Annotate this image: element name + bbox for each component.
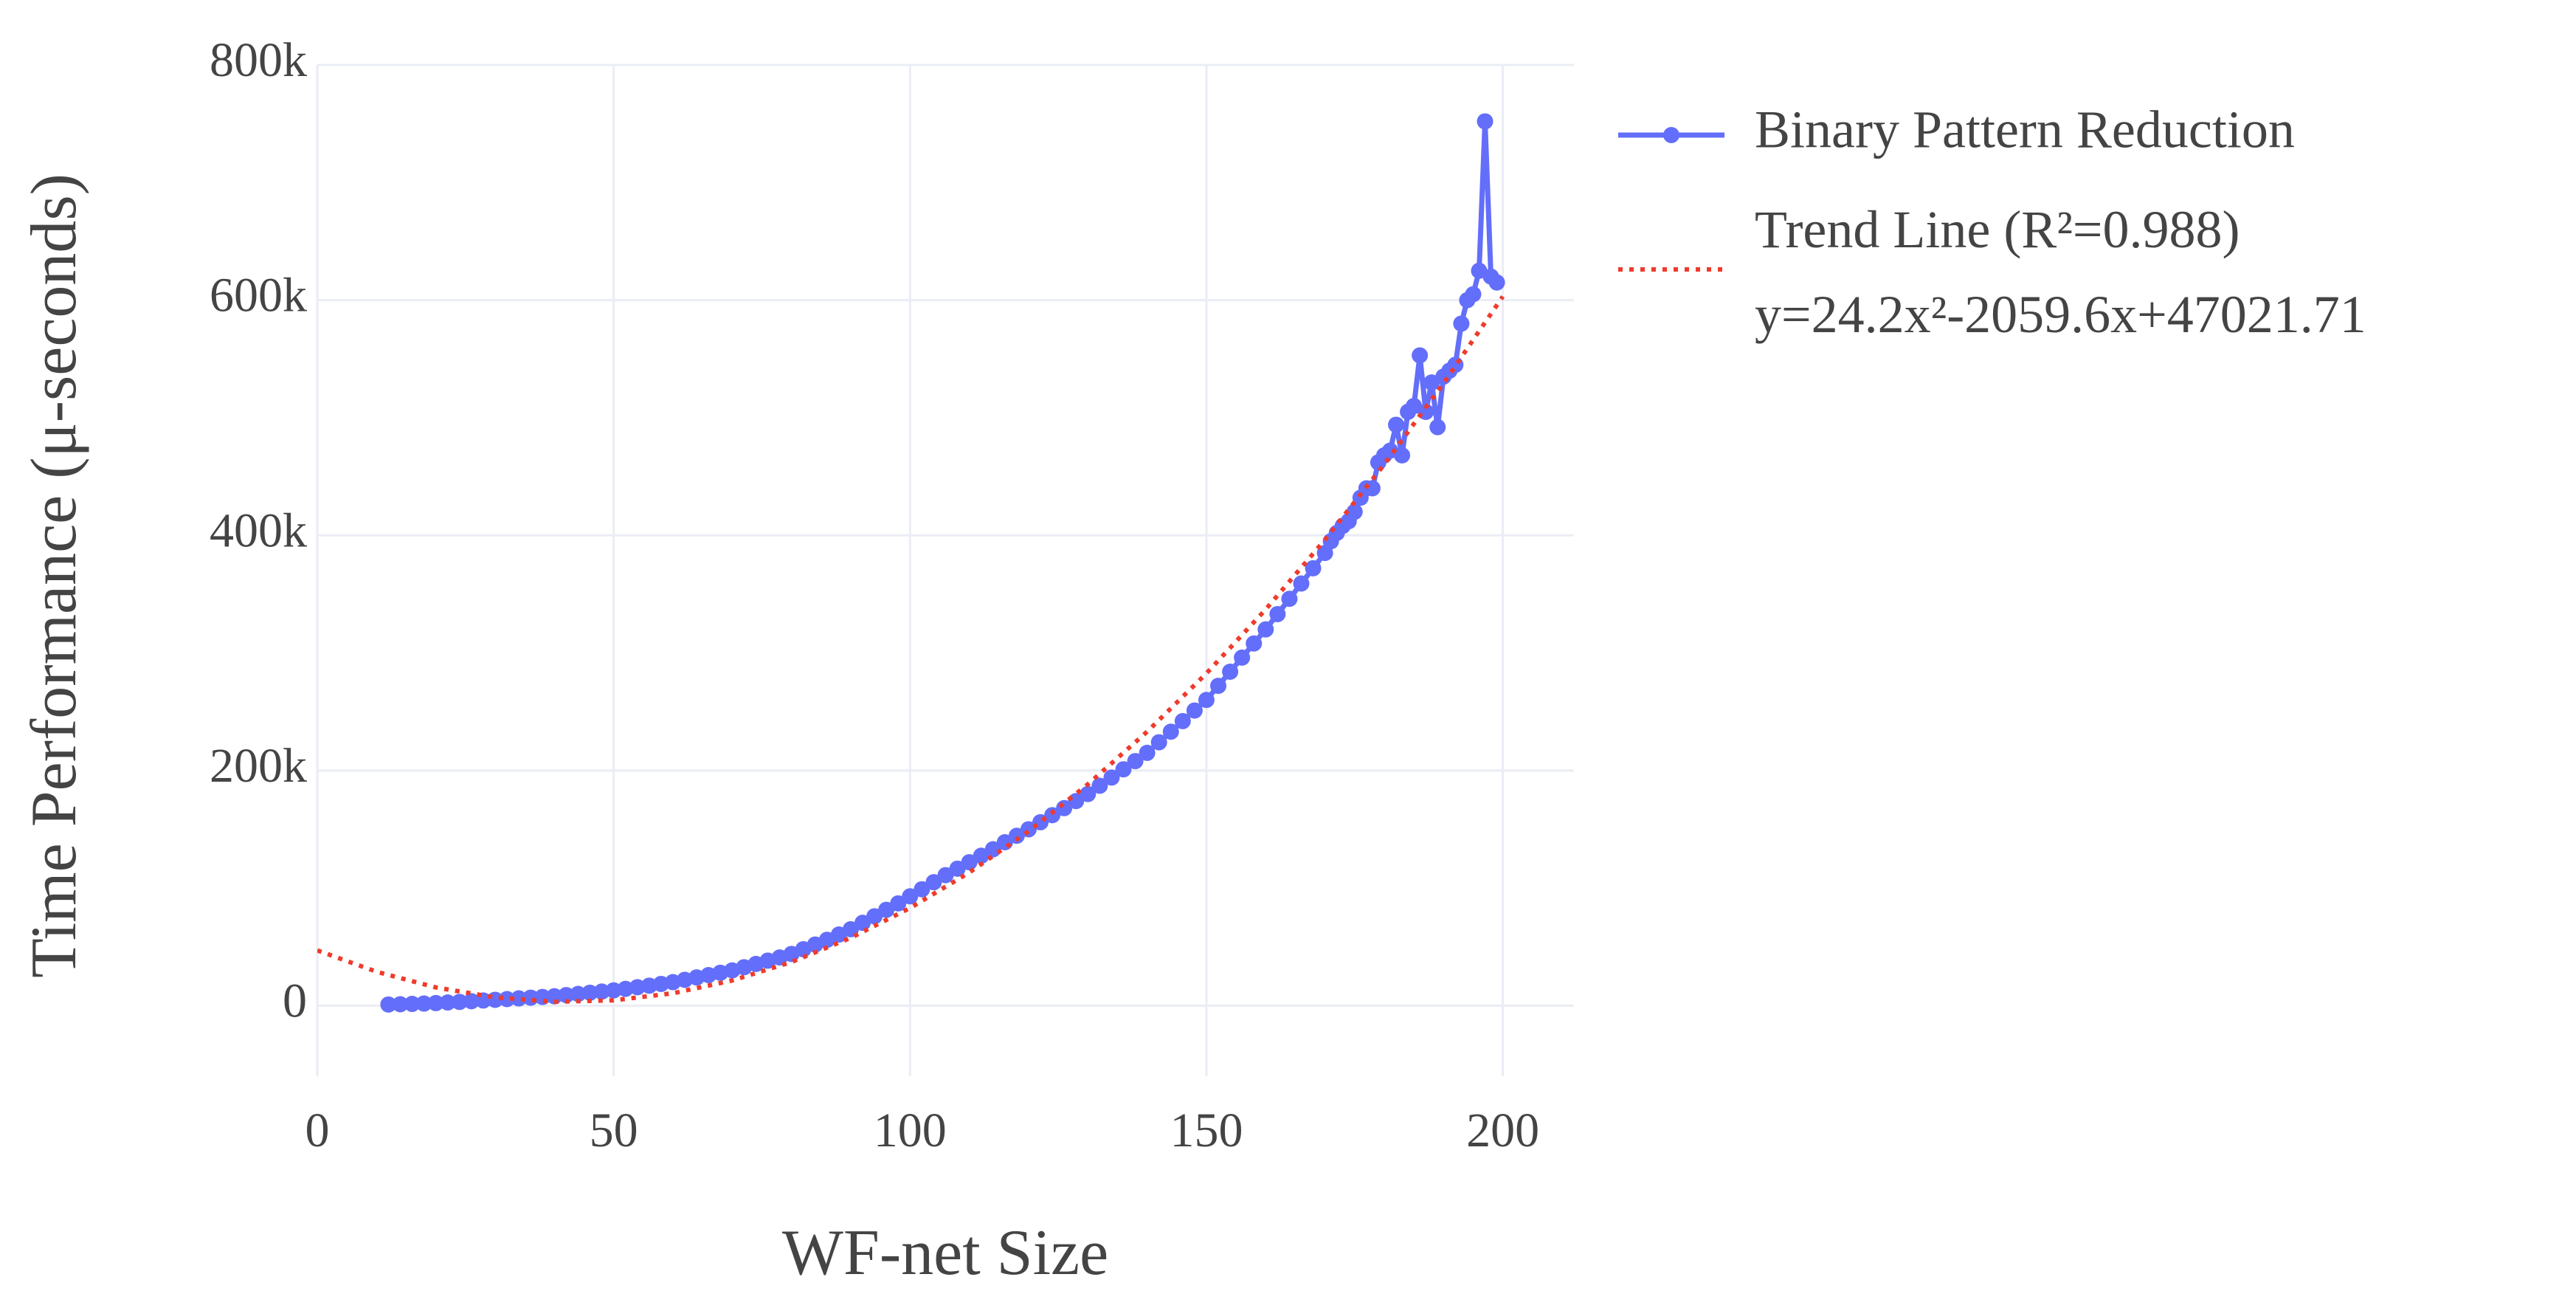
point bbox=[1150, 734, 1167, 751]
point bbox=[961, 854, 978, 871]
legend-label: Binary Pattern Reduction bbox=[1755, 100, 2295, 159]
point bbox=[866, 908, 883, 925]
point bbox=[878, 901, 895, 918]
point bbox=[463, 993, 480, 1010]
point bbox=[617, 980, 634, 997]
point bbox=[984, 841, 1001, 858]
point bbox=[925, 874, 942, 891]
point bbox=[1388, 416, 1405, 433]
point bbox=[1186, 702, 1203, 719]
point bbox=[1127, 753, 1144, 770]
point bbox=[937, 867, 954, 884]
point bbox=[499, 991, 516, 1008]
y-tick-label: 800k bbox=[210, 33, 307, 87]
point bbox=[511, 990, 528, 1007]
point bbox=[1453, 315, 1470, 332]
legend-marker bbox=[1663, 127, 1679, 143]
point bbox=[842, 920, 859, 937]
point bbox=[1346, 503, 1363, 520]
point bbox=[1222, 664, 1239, 680]
point bbox=[1115, 761, 1132, 778]
point bbox=[1008, 827, 1025, 844]
x-tick-label: 50 bbox=[590, 1104, 638, 1157]
point bbox=[1269, 605, 1286, 622]
point bbox=[854, 915, 871, 932]
point bbox=[1068, 793, 1085, 810]
point bbox=[1174, 712, 1191, 729]
point bbox=[1281, 591, 1298, 607]
y-tick-label: 200k bbox=[210, 739, 307, 793]
point bbox=[581, 984, 598, 1001]
legend-label: Trend Line (R²=0.988) y=24.2x²-2059.6x+47… bbox=[1755, 200, 2366, 344]
point bbox=[640, 977, 657, 994]
point bbox=[652, 975, 669, 992]
x-tick-label: 200 bbox=[1466, 1104, 1539, 1157]
point bbox=[1477, 113, 1494, 130]
point bbox=[392, 996, 409, 1013]
point bbox=[1364, 480, 1381, 497]
point bbox=[451, 994, 468, 1011]
y-tick-label: 400k bbox=[210, 503, 307, 557]
point bbox=[546, 988, 563, 1005]
point bbox=[1103, 769, 1120, 786]
point bbox=[1198, 692, 1215, 709]
point bbox=[1091, 777, 1108, 794]
point bbox=[1246, 635, 1263, 652]
y-tick-label: 0 bbox=[283, 974, 307, 1028]
y-tick-label: 600k bbox=[210, 269, 307, 323]
x-tick-label: 150 bbox=[1170, 1104, 1243, 1157]
x-tick-label: 100 bbox=[874, 1104, 947, 1157]
point bbox=[1429, 419, 1446, 436]
point bbox=[570, 985, 587, 1002]
point bbox=[1412, 347, 1429, 364]
point bbox=[1234, 649, 1251, 666]
point bbox=[427, 994, 444, 1011]
point bbox=[1488, 274, 1505, 291]
point bbox=[949, 860, 966, 877]
point bbox=[902, 888, 919, 905]
series-line bbox=[317, 295, 1505, 1005]
point bbox=[380, 996, 397, 1013]
point bbox=[973, 847, 990, 864]
point bbox=[1293, 575, 1310, 592]
point bbox=[1044, 807, 1061, 824]
x-axis-title: WF-net Size bbox=[782, 1217, 1108, 1289]
point bbox=[605, 982, 622, 999]
point bbox=[1465, 286, 1482, 303]
x-tick-label: 0 bbox=[305, 1104, 330, 1157]
point bbox=[1257, 621, 1274, 638]
y-axis-title: Time Performance (μ-seconds) bbox=[18, 173, 90, 978]
point bbox=[890, 895, 907, 912]
point bbox=[914, 881, 930, 898]
point bbox=[1305, 560, 1322, 576]
point bbox=[1162, 723, 1179, 740]
point bbox=[558, 987, 575, 1004]
point bbox=[1210, 678, 1227, 695]
point bbox=[1394, 447, 1411, 464]
point bbox=[415, 995, 432, 1012]
point bbox=[1139, 744, 1156, 761]
point bbox=[404, 996, 421, 1013]
point bbox=[439, 994, 456, 1011]
point bbox=[629, 979, 646, 996]
point bbox=[593, 983, 610, 1000]
plot bbox=[317, 113, 1505, 1013]
point bbox=[1080, 785, 1097, 802]
